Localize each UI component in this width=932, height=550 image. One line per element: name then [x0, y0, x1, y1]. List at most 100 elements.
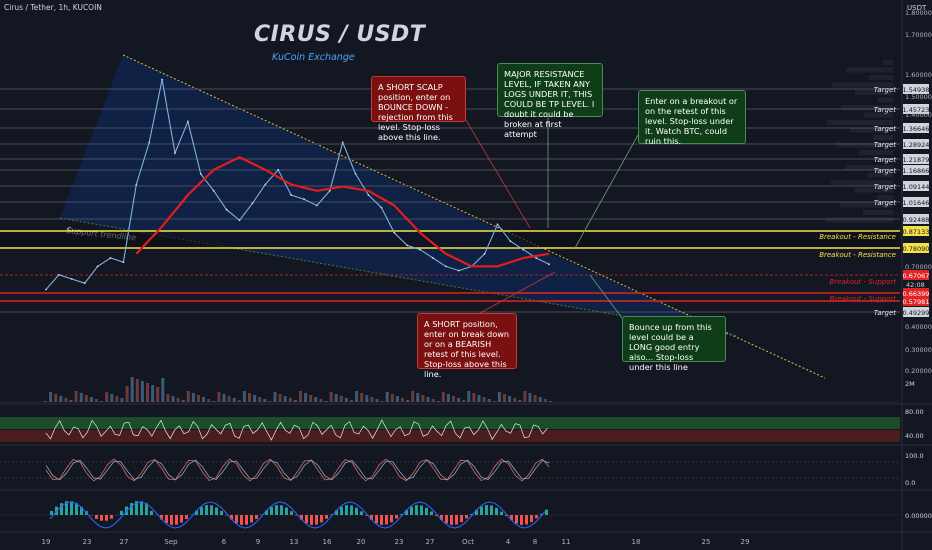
macd-histogram-bar: [305, 515, 308, 524]
macd-histogram-bar: [330, 514, 333, 515]
macd-histogram-bar: [70, 501, 73, 515]
level-price-box: [903, 288, 929, 298]
volume-profile-bar: [869, 75, 893, 80]
macd-histogram-bar: [95, 515, 98, 519]
volume-profile-bar: [878, 97, 893, 103]
volume-bar: [472, 393, 476, 402]
volume-bar: [49, 392, 53, 402]
macd-histogram-bar: [445, 515, 448, 524]
macd-histogram-bar: [340, 506, 343, 515]
volume-bar: [436, 401, 440, 402]
volume-bar: [202, 397, 206, 402]
price-point: [238, 219, 241, 222]
macd-histogram-bar: [480, 506, 483, 515]
volume-bar: [191, 393, 195, 402]
x-axis-tick: Oct: [462, 538, 474, 546]
x-axis-tick: 20: [357, 538, 366, 546]
level-price-box: [903, 243, 929, 253]
price-point: [432, 257, 434, 259]
volume-bar: [482, 397, 486, 402]
volume-bar: [385, 392, 389, 402]
volume-bar: [370, 397, 374, 402]
volume-bar: [421, 395, 425, 402]
volume-bar: [268, 401, 272, 402]
volume-bar: [304, 393, 308, 402]
macd-histogram-bar: [380, 515, 383, 525]
volume-bar: [197, 395, 200, 402]
x-axis-tick: 6: [222, 538, 227, 546]
price-point: [445, 265, 447, 268]
macd-histogram-bar: [220, 511, 223, 515]
x-axis-tick: 4: [506, 538, 511, 546]
target-price: 1.36646: [903, 125, 930, 133]
price-layer: [45, 78, 639, 319]
chart-subtitle: KuCoin Exchange: [272, 52, 355, 63]
level-label: Breakout - Resistance: [819, 251, 896, 259]
note-breakout-long: Enter on a breakout or on the retest of …: [638, 90, 746, 146]
target-price-box: [903, 139, 929, 149]
volume-bar: [278, 394, 282, 402]
macd-histogram-bar: [105, 515, 108, 521]
volume-bar: [319, 399, 323, 402]
macd-histogram-bar: [435, 515, 438, 516]
volume-bar: [181, 400, 185, 402]
macd-histogram-bar: [60, 503, 63, 515]
price-point: [457, 269, 460, 272]
target-label: Target: [874, 309, 896, 317]
indicators-layer: [0, 377, 900, 529]
price-point: [290, 194, 292, 196]
macd-histogram-bar: [545, 509, 548, 515]
volume-bar: [248, 393, 251, 402]
volume-bar: [151, 385, 155, 402]
price-point: [135, 183, 138, 186]
target-label: Target: [874, 141, 896, 149]
volume-profile-bar: [883, 60, 893, 65]
volume-bar: [533, 395, 537, 402]
volume-bar: [548, 401, 552, 402]
price-point: [161, 78, 164, 81]
volume-bar: [253, 395, 257, 402]
macd-histogram-bar: [420, 505, 423, 515]
target-label: Target: [874, 199, 896, 207]
target-label: Target: [874, 125, 896, 133]
volume-profile-bar: [832, 82, 893, 88]
volume-profile-bar: [826, 217, 893, 223]
volume-bar: [242, 391, 246, 402]
price-point: [303, 198, 305, 201]
volume-bar: [288, 398, 292, 402]
macd-histogram-bar: [250, 515, 253, 523]
macd-histogram-bar: [290, 511, 293, 515]
macd-line: [49, 501, 546, 529]
price-point: [367, 194, 370, 196]
volume-bar: [416, 393, 420, 402]
macd-histogram-bar: [495, 507, 498, 515]
price-point: [548, 263, 550, 266]
macd-histogram-bar: [415, 505, 418, 515]
macd-histogram-bar: [200, 506, 203, 515]
macd-histogram-bar: [375, 515, 378, 524]
note-scalp-short: A SHORT SCALP position, enter on BOUNCE …: [371, 76, 466, 142]
price-axis-tick: 0.70000: [905, 263, 932, 271]
macd-histogram-bar: [345, 505, 348, 515]
macd-histogram-bar: [430, 511, 433, 515]
volume-bar: [186, 391, 190, 402]
price-line: [45, 79, 550, 290]
price-point: [264, 183, 267, 186]
x-axis-tick: 25: [702, 538, 711, 546]
macd-histogram-bar: [255, 515, 258, 519]
macd-histogram-bar: [150, 510, 153, 515]
volume-bar: [140, 381, 144, 402]
macd-histogram-bar: [175, 515, 178, 525]
volume-profile-bar: [864, 112, 893, 118]
volume-bar: [283, 396, 287, 402]
macd-histogram-bar: [75, 503, 78, 515]
target-label: Target: [874, 106, 896, 114]
volume-bar: [528, 393, 532, 402]
macd-histogram-bar: [230, 515, 233, 520]
x-axis-tick: 11: [562, 538, 571, 546]
target-price: 1.54938: [903, 86, 930, 94]
volume-bar: [161, 378, 165, 402]
macd-histogram-bar: [360, 511, 363, 515]
